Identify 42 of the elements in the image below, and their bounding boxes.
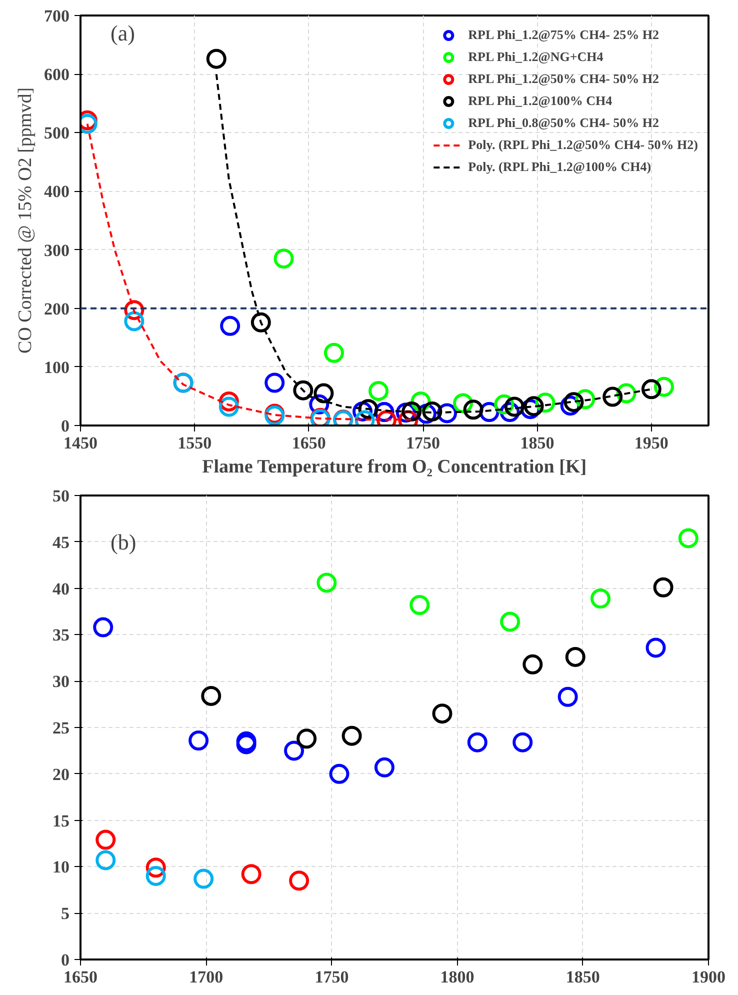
y-tick-label: 25 <box>52 718 70 738</box>
x-axis-title: Flame Temperature from O₂ Concentration [K] <box>202 456 587 478</box>
y-tick-label: 35 <box>52 626 70 645</box>
x-tick-label: 1850 <box>566 968 600 986</box>
x-tick-label: 1800 <box>440 968 474 986</box>
y-tick-label: 300 <box>44 240 70 260</box>
y-tick-label: 700 <box>44 6 70 26</box>
y-tick-label: 15 <box>52 811 70 830</box>
y-tick-label: 45 <box>52 532 70 552</box>
legend-label: Poly. (RPL Phi_1.2@50% CH4- 50% H2) <box>468 137 698 153</box>
x-tick-label: 1550 <box>178 434 212 452</box>
y-tick-label: 50 <box>52 486 70 506</box>
legend-label: RPL Phi_1.2@50% CH4- 50% H2 <box>468 71 660 87</box>
y-tick-label: 100 <box>44 358 70 377</box>
x-tick-label: 1650 <box>292 434 326 452</box>
legend-label: RPL Phi_1.2@75% CH4- 25% H2 <box>468 27 660 43</box>
x-tick-label: 1900 <box>692 968 726 986</box>
y-tick-label: 200 <box>44 299 70 318</box>
y-tick-label: 20 <box>52 764 70 784</box>
annotation: (a) <box>110 20 135 46</box>
legend-label: RPL Phi_0.8@50% CH4- 50% H2 <box>468 115 660 131</box>
y-tick-label: 0 <box>61 950 70 970</box>
x-tick-label: 1700 <box>189 968 224 986</box>
annotation: (b) <box>110 530 136 554</box>
y-tick-label: 0 <box>61 416 70 436</box>
x-tick-label: 1650 <box>64 968 98 986</box>
x-tick-label: 1750 <box>314 968 349 986</box>
y-axis-title: CO Corrected @ 15% O2 [ppmvd] <box>15 87 36 354</box>
x-tick-label: 1950 <box>634 434 668 452</box>
y-tick-label: 10 <box>52 858 70 877</box>
y-tick-label: 5 <box>61 904 70 924</box>
y-tick-label: 400 <box>44 182 70 202</box>
y-tick-label: 500 <box>44 124 70 143</box>
x-tick-label: 1450 <box>64 434 98 452</box>
y-tick-label: 30 <box>52 672 70 692</box>
legend-label: Poly. (RPL Phi_1.2@100% CH4) <box>468 159 652 175</box>
y-tick-label: 40 <box>52 579 70 598</box>
x-tick-label: 1750 <box>406 434 440 452</box>
legend-label: RPL Phi_1.2@100% CH4 <box>468 93 612 109</box>
x-tick-label: 1850 <box>520 434 554 452</box>
legend-label: RPL Phi_1.2@NG+CH4 <box>468 49 604 65</box>
y-tick-label: 600 <box>44 65 70 84</box>
